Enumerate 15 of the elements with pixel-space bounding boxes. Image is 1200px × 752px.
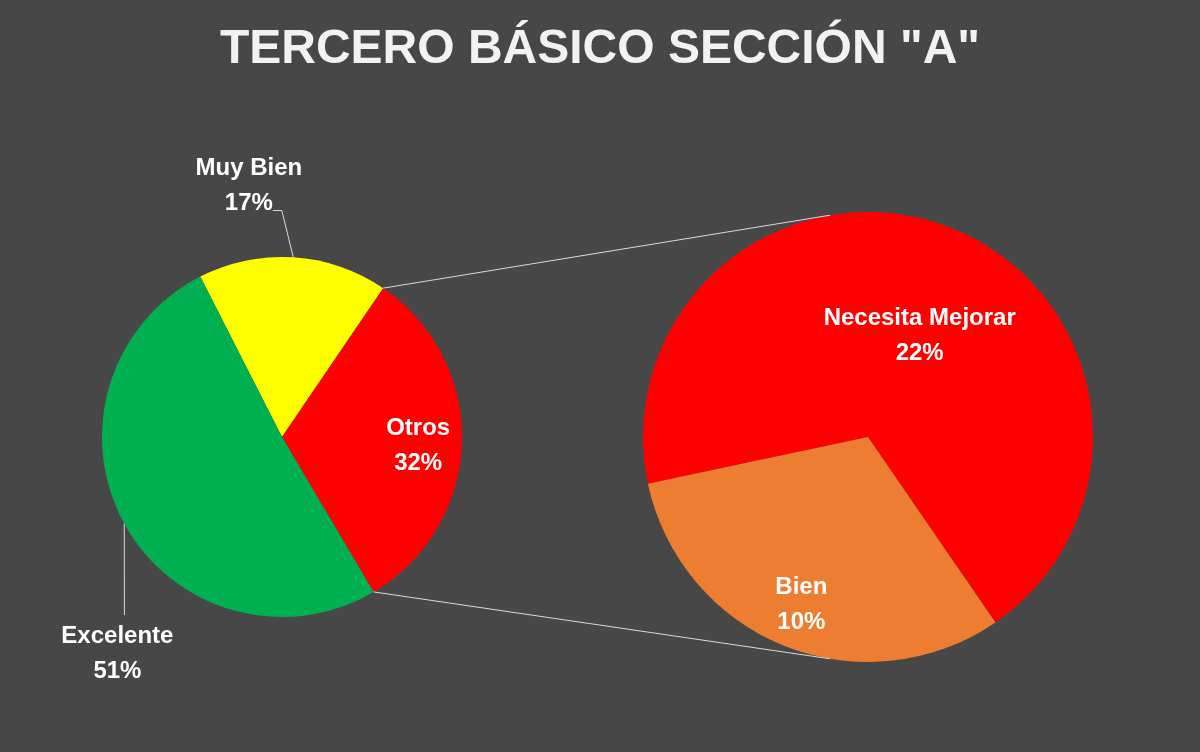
data-label: 32% bbox=[394, 447, 443, 475]
data-label: 10% bbox=[777, 606, 826, 634]
data-label: 22% bbox=[895, 338, 944, 366]
pie-slice bbox=[200, 257, 384, 437]
pie-slice bbox=[647, 437, 996, 662]
text: TERCERO BÁSICO SECCIÓN "A" bbox=[219, 19, 981, 73]
pie-slice bbox=[282, 288, 462, 592]
pie-slice bbox=[102, 276, 374, 617]
slice-label: Bien bbox=[775, 571, 828, 599]
slice-label: Necesita Mejorar bbox=[823, 303, 1016, 331]
data-label: 51% bbox=[93, 655, 142, 683]
slice-label: Muy Bien bbox=[195, 153, 303, 180]
slice-label: Excelente bbox=[61, 620, 174, 648]
slice-label: Otros bbox=[386, 412, 451, 440]
data-label: 17% bbox=[224, 188, 273, 215]
